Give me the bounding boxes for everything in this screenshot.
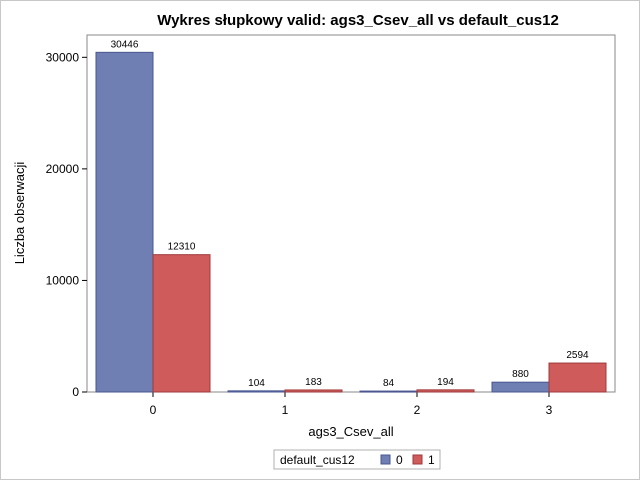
plot-area — [86, 34, 616, 393]
data-label: 30446 — [111, 39, 139, 50]
bar — [359, 390, 418, 393]
chart-title: Wykres słupkowy valid: ags3_Csev_all vs … — [157, 12, 559, 29]
y-tick-label: 0 — [72, 385, 79, 399]
data-label: 2594 — [566, 350, 589, 361]
data-label: 183 — [305, 377, 322, 388]
bar — [548, 362, 607, 393]
x-axis-title: ags3_Csev_all — [308, 424, 393, 439]
bar — [416, 389, 475, 393]
y-axis-title: Liczba obserwacji — [12, 162, 27, 265]
bar — [95, 51, 154, 393]
bar — [284, 389, 343, 393]
x-tick-label: 1 — [282, 403, 289, 417]
bar — [227, 390, 286, 393]
x-tick-label: 3 — [546, 403, 553, 417]
legend-swatch — [412, 454, 423, 465]
data-label: 880 — [512, 369, 529, 380]
data-label: 12310 — [168, 242, 196, 253]
bar — [152, 254, 211, 393]
y-tick-label: 30000 — [46, 50, 80, 64]
data-labels: 30446 12310 104 183 84 194 880 2594 — [111, 39, 589, 389]
bars — [95, 51, 607, 393]
x-tick-label: 2 — [414, 403, 421, 417]
x-tick-label: 0 — [150, 403, 157, 417]
legend-title: default_cus12 — [280, 453, 355, 467]
x-axis: 0 1 2 3 — [150, 392, 553, 417]
y-axis: 0 10000 20000 30000 — [46, 50, 87, 399]
legend-swatch — [380, 454, 391, 465]
data-label: 194 — [437, 377, 454, 388]
legend-box — [273, 449, 441, 470]
data-label: 104 — [248, 378, 265, 389]
legend-label: 0 — [396, 453, 403, 467]
y-tick-label: 10000 — [46, 273, 80, 287]
y-tick-label: 20000 — [46, 162, 80, 176]
data-label: 84 — [383, 378, 395, 389]
bar — [491, 381, 550, 393]
legend-label: 1 — [428, 453, 435, 467]
